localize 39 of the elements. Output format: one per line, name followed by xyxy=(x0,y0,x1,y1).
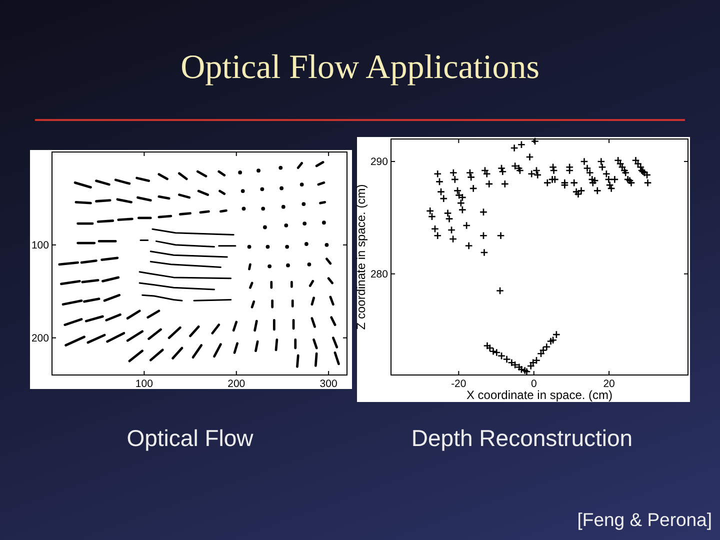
y-tick-label: 280 xyxy=(370,268,388,280)
x-tick-label: 100 xyxy=(135,378,154,390)
x-tick-label: 200 xyxy=(228,378,246,390)
point xyxy=(247,244,252,249)
point xyxy=(304,242,308,246)
point xyxy=(322,220,326,225)
line-series xyxy=(138,282,215,290)
x-tick-label: -20 xyxy=(451,378,466,390)
text: Optical Flow xyxy=(126,425,254,451)
x-tick-label: 300 xyxy=(320,378,338,390)
chart-title: Optical Flow Applications xyxy=(180,49,540,86)
point xyxy=(307,262,312,266)
point xyxy=(284,223,288,228)
point xyxy=(278,166,283,170)
point xyxy=(268,264,272,268)
point xyxy=(286,263,290,268)
text: [Feng & Perona] xyxy=(577,509,712,530)
point xyxy=(324,242,329,247)
point xyxy=(281,204,286,209)
point xyxy=(302,222,307,226)
point xyxy=(242,206,246,211)
point xyxy=(302,202,306,206)
point xyxy=(260,187,264,192)
point xyxy=(280,186,284,190)
line-series xyxy=(138,271,232,280)
x-axis-title: X coordinate in space. (cm) xyxy=(466,388,613,402)
x-tick-label: 0 xyxy=(530,378,537,390)
point xyxy=(285,244,290,249)
point xyxy=(261,206,266,211)
point xyxy=(263,225,267,230)
point xyxy=(238,170,242,174)
point xyxy=(300,182,304,186)
x-tick-label: 20 xyxy=(603,378,616,390)
point xyxy=(266,244,270,249)
text: Depth Reconstruction xyxy=(411,425,633,451)
y-axis-title: Z coordinate in space. (cm) xyxy=(354,184,368,330)
point xyxy=(256,168,260,173)
point xyxy=(240,189,245,193)
y-tick-label: 290 xyxy=(370,156,388,168)
